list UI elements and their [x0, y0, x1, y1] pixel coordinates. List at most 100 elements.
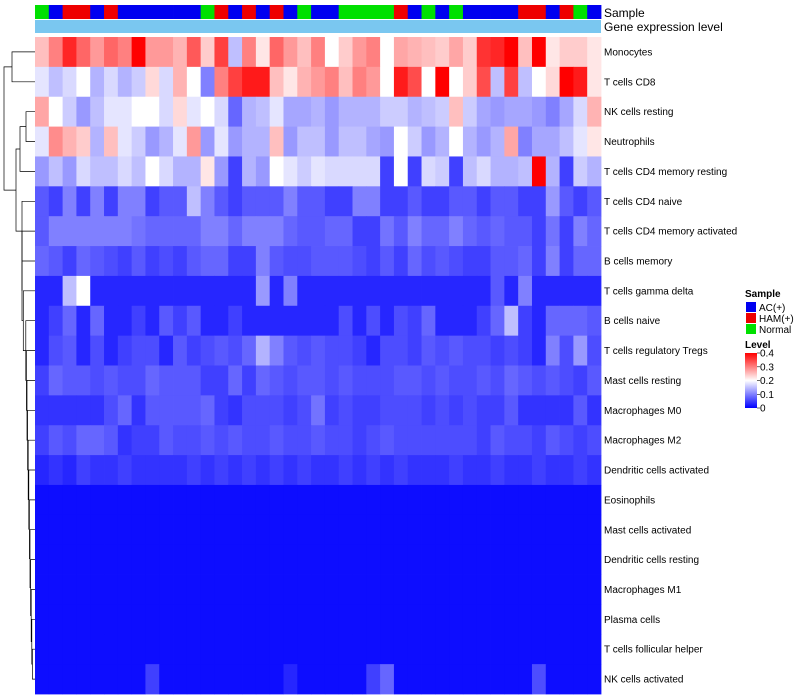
heatmap-cell [131, 514, 146, 546]
heatmap-cell [104, 634, 119, 665]
heatmap-cell [435, 455, 450, 486]
heatmap-cell [255, 126, 271, 157]
heatmap-cell [366, 574, 381, 605]
sample-annotation-cell [283, 5, 298, 19]
heatmap-cell [283, 126, 298, 157]
sample-annotation-label: Sample [604, 6, 645, 20]
heatmap-cell [435, 305, 450, 337]
heatmap-cell [104, 305, 119, 337]
heatmap-cell [76, 365, 91, 396]
heatmap-cell [145, 395, 160, 426]
heatmap-cell [407, 96, 422, 127]
heatmap-cell [283, 544, 298, 575]
heatmap-cell [76, 305, 91, 337]
heatmap-cell [76, 66, 91, 98]
heatmap-cell [366, 544, 381, 575]
heatmap-cell [145, 305, 160, 337]
heatmap-cell [242, 246, 257, 277]
heatmap-cell [366, 246, 381, 277]
heatmap-cell [283, 365, 298, 396]
heatmap-cell [545, 604, 560, 635]
heatmap-cell [297, 335, 312, 366]
heatmap-cell [476, 484, 491, 516]
heatmap-cell [90, 246, 105, 277]
heatmap-cell [559, 484, 574, 516]
heatmap-cell [504, 544, 519, 575]
heatmap-cell [173, 275, 188, 307]
heatmap-cell [62, 484, 77, 516]
heatmap-cell [159, 514, 174, 546]
heatmap-cell [214, 634, 229, 665]
heatmap-cell [545, 216, 560, 247]
heatmap-cell [90, 634, 105, 665]
heatmap-cell [407, 484, 422, 516]
heatmap-cell [117, 66, 133, 98]
heatmap-cell [421, 186, 436, 217]
dendrogram-branch [25, 111, 35, 142]
heatmap-cell [366, 484, 381, 516]
heatmap-cell [421, 246, 436, 277]
heatmap-cell [228, 365, 243, 396]
heatmap-cell [421, 395, 436, 426]
heatmap-cell [242, 544, 257, 575]
heatmap-cell [186, 216, 202, 247]
heatmap-cell [421, 335, 436, 366]
heatmap-cell [269, 634, 284, 665]
heatmap-cell [311, 66, 326, 98]
heatmap-cell [531, 574, 547, 605]
heatmap-cell [587, 425, 602, 456]
heatmap-cell [504, 484, 519, 516]
heatmap-cell [518, 126, 533, 157]
dendrogram-branch [3, 66, 16, 191]
heatmap-cell [283, 604, 298, 635]
heatmap-cell [449, 365, 464, 396]
heatmap-cell [435, 604, 450, 635]
heatmap-cell [228, 484, 243, 516]
heatmap-cell [131, 126, 146, 157]
heatmap-cell [311, 186, 326, 217]
heatmap-cell [531, 604, 547, 635]
heatmap-cell [90, 305, 105, 337]
heatmap-cell [269, 305, 284, 337]
heatmap-cell [531, 664, 547, 695]
legend-swatch [746, 324, 756, 334]
heatmap-cell [104, 275, 119, 307]
heatmap-cell [117, 544, 133, 575]
heatmap-cell [186, 275, 202, 307]
legend-level-ticks: 0.4 0.3 0.2 0.1 0 [757, 349, 774, 415]
heatmap-cell [324, 156, 340, 187]
heatmap-cell [380, 186, 395, 217]
heatmap-cell [311, 275, 326, 307]
heatmap-cell [311, 37, 326, 68]
heatmap-cell [159, 544, 174, 575]
heatmap-cell [421, 66, 436, 98]
heatmap-cell [269, 514, 284, 546]
heatmap-cell [76, 186, 91, 217]
heatmap-cell [324, 365, 340, 396]
heatmap-cell [352, 305, 367, 337]
heatmap-cell [573, 425, 588, 456]
heatmap-cell [352, 335, 367, 366]
heatmap-cell [338, 574, 353, 605]
sample-annotation-cell [200, 5, 215, 19]
heatmap-cell [173, 604, 188, 635]
heatmap-cell [449, 275, 464, 307]
heatmap-cell [242, 425, 257, 456]
heatmap-cell [214, 604, 229, 635]
legend-tick-label: 0.4 [760, 349, 774, 360]
heatmap-cell [366, 96, 381, 127]
sample-annotation-cell [324, 5, 340, 19]
heatmap-cell [311, 335, 326, 366]
heatmap-cell [104, 186, 119, 217]
heatmap-cell [587, 664, 602, 695]
heatmap-cell [380, 425, 395, 456]
heatmap-cell [573, 66, 588, 98]
heatmap-cell [145, 634, 160, 665]
sample-annotation-cell [173, 5, 188, 19]
heatmap-cell [200, 514, 215, 546]
heatmap-cell [518, 484, 533, 516]
heatmap-cell [62, 216, 77, 247]
heatmap-cell [269, 484, 284, 516]
heatmap-cell [352, 66, 367, 98]
heatmap-cell [90, 395, 105, 426]
